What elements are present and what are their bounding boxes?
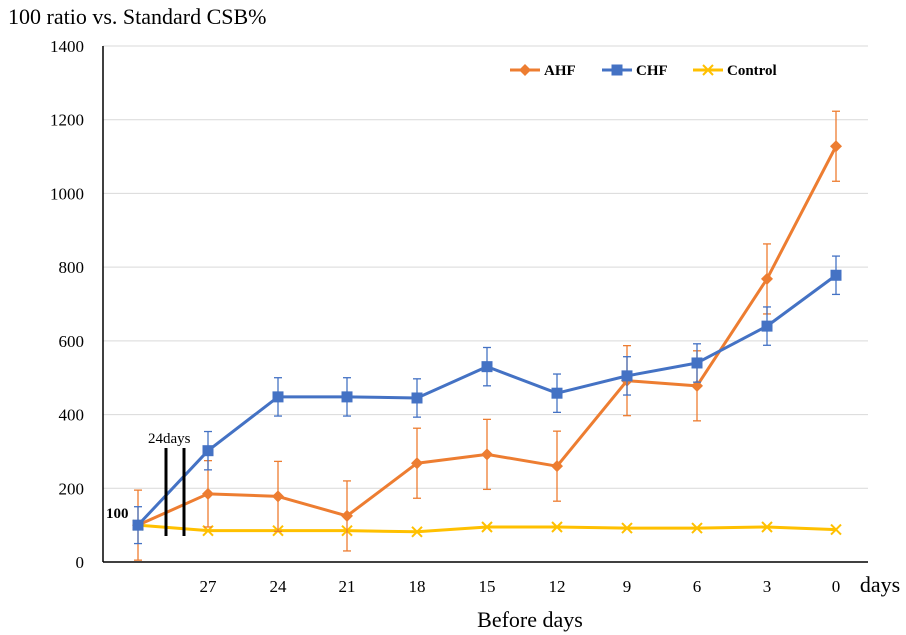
x-tick-label-6: 6	[693, 577, 702, 596]
marker-ahf-8	[691, 379, 703, 392]
marker-chf-8	[691, 357, 703, 369]
y-tick-label-200: 200	[59, 479, 85, 498]
x-axis-unit-label: days	[860, 572, 900, 597]
marker-control-10	[830, 523, 842, 536]
y-tick-label-1200: 1200	[50, 111, 84, 130]
y-axis-title: 100 ratio vs. Standard CSB%	[8, 4, 267, 29]
marker-chf-9	[761, 320, 773, 332]
gap-days-annotation: 24days	[148, 431, 191, 447]
x-tick-label-15: 15	[479, 577, 496, 596]
legend: AHF CHF Control	[510, 63, 777, 79]
marker-chf-0	[132, 519, 144, 531]
start-value-annotation: 100	[106, 506, 129, 522]
marker-control-4	[411, 526, 423, 538]
x-tick-label-27: 27	[200, 577, 218, 596]
y-tick-label-800: 800	[59, 258, 85, 277]
gridlines	[103, 45, 868, 489]
marker-ahf-2	[272, 490, 284, 503]
legend-label-control: Control	[727, 63, 777, 79]
marker-control-5-stroke-b	[481, 521, 493, 533]
marker-chf-1	[202, 445, 214, 457]
marker-control-6	[551, 521, 563, 533]
x-tick-label-0: 0	[832, 577, 841, 596]
y-tick-label-0: 0	[76, 553, 85, 572]
legend-label-chf: CHF	[636, 63, 668, 79]
legend-item-control: Control	[693, 63, 777, 79]
marker-chf-10	[830, 269, 842, 281]
legend-item-chf: CHF	[602, 63, 668, 79]
legend-item-ahf: AHF	[510, 63, 576, 79]
marker-control-7-stroke-b	[621, 522, 633, 534]
x-tick-label-21: 21	[339, 577, 356, 596]
marker-chf-legend	[611, 64, 623, 76]
x-tick-label-12: 12	[549, 577, 566, 596]
x-tick-label-24: 24	[270, 577, 288, 596]
x-tick-label-18: 18	[409, 577, 426, 596]
marker-ahf-3	[341, 509, 353, 522]
marker-chf-2	[272, 391, 284, 403]
marker-control-10-stroke-b	[830, 523, 842, 536]
series-control	[132, 519, 842, 538]
marker-control-legend-stroke-b	[702, 64, 714, 76]
y-tick-label-1000: 1000	[50, 184, 84, 203]
y-tick-label-400: 400	[59, 406, 85, 425]
marker-control-8-stroke-b	[691, 522, 703, 534]
marker-control-5	[481, 521, 493, 533]
marker-chf-3	[341, 391, 353, 403]
marker-control-7	[621, 522, 633, 534]
marker-control-8	[691, 522, 703, 534]
x-tick-label-9: 9	[623, 577, 632, 596]
x-tick-label-3: 3	[763, 577, 772, 596]
marker-chf-5	[481, 361, 493, 373]
marker-control-9	[761, 521, 773, 533]
marker-ahf-legend	[519, 64, 531, 76]
marker-ahf-9	[761, 272, 773, 285]
marker-chf-7	[621, 370, 633, 382]
marker-control-6-stroke-b	[551, 521, 563, 533]
marker-ahf-5	[481, 448, 493, 461]
series-group	[132, 110, 842, 561]
marker-ahf-4	[411, 457, 423, 470]
y-tick-label-1400: 1400	[50, 37, 84, 56]
marker-chf-4	[411, 392, 423, 404]
marker-control-4-stroke-b	[411, 526, 423, 538]
marker-chf-6	[551, 387, 563, 399]
marker-control-9-stroke-b	[761, 521, 773, 533]
series-chf	[132, 255, 842, 545]
marker-ahf-6	[551, 460, 563, 473]
y-tick-label-600: 600	[59, 332, 85, 351]
x-axis-title: Before days	[477, 607, 583, 632]
marker-ahf-10	[830, 140, 842, 153]
series-ahf	[132, 110, 842, 561]
legend-label-ahf: AHF	[544, 63, 576, 79]
marker-control-legend	[702, 64, 714, 76]
marker-ahf-1	[202, 487, 214, 500]
